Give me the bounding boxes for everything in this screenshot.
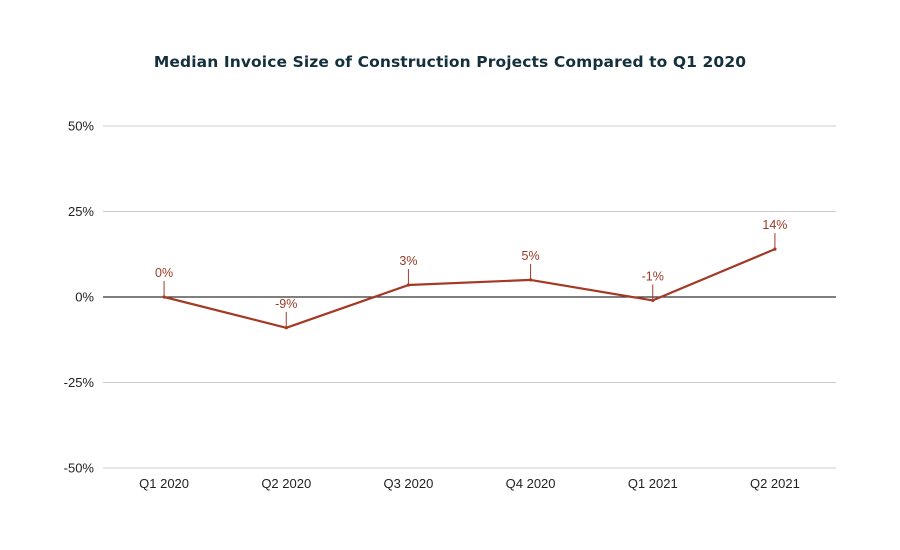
y-tick-label: 25% (68, 204, 94, 219)
y-tick-label: -25% (64, 375, 95, 390)
chart-title: Median Invoice Size of Construction Proj… (153, 53, 747, 71)
x-axis-tick-labels: Q1 2020 Q2 2020 Q3 2020 Q4 2020 Q1 2021 Q2 20… (139, 476, 800, 491)
x-tick-label: Q1 2021 (628, 476, 678, 491)
y-tick-label: 50% (68, 119, 94, 134)
data-label: -9% (275, 297, 297, 311)
x-tick-label: Q4 2020 (506, 476, 556, 491)
x-tick-label: Q1 2020 (139, 476, 189, 491)
series-line (163, 248, 776, 329)
gridlines (103, 125, 836, 469)
data-point (773, 247, 777, 251)
y-axis-tick-labels: 50% 25% 0% -25% -50% (64, 119, 95, 476)
data-label: 5% (522, 249, 540, 263)
x-tick-label: Q3 2020 (383, 476, 433, 491)
x-tick-label: Q2 2020 (261, 476, 311, 491)
data-label: -1% (642, 269, 664, 283)
data-point (528, 278, 533, 282)
y-tick-label: -50% (64, 461, 95, 476)
data-label: 3% (399, 254, 417, 268)
series-line-group (162, 233, 777, 330)
data-point (651, 298, 655, 303)
data-labels: 0% -9% 3% 5% -1% 14% (155, 218, 787, 311)
data-point (406, 283, 411, 287)
data-label: 0% (155, 266, 173, 280)
y-tick-label: 0% (75, 290, 94, 305)
data-point (284, 326, 288, 330)
x-tick-label: Q2 2021 (750, 476, 800, 491)
data-point (162, 295, 166, 299)
data-label: 14% (762, 218, 787, 232)
